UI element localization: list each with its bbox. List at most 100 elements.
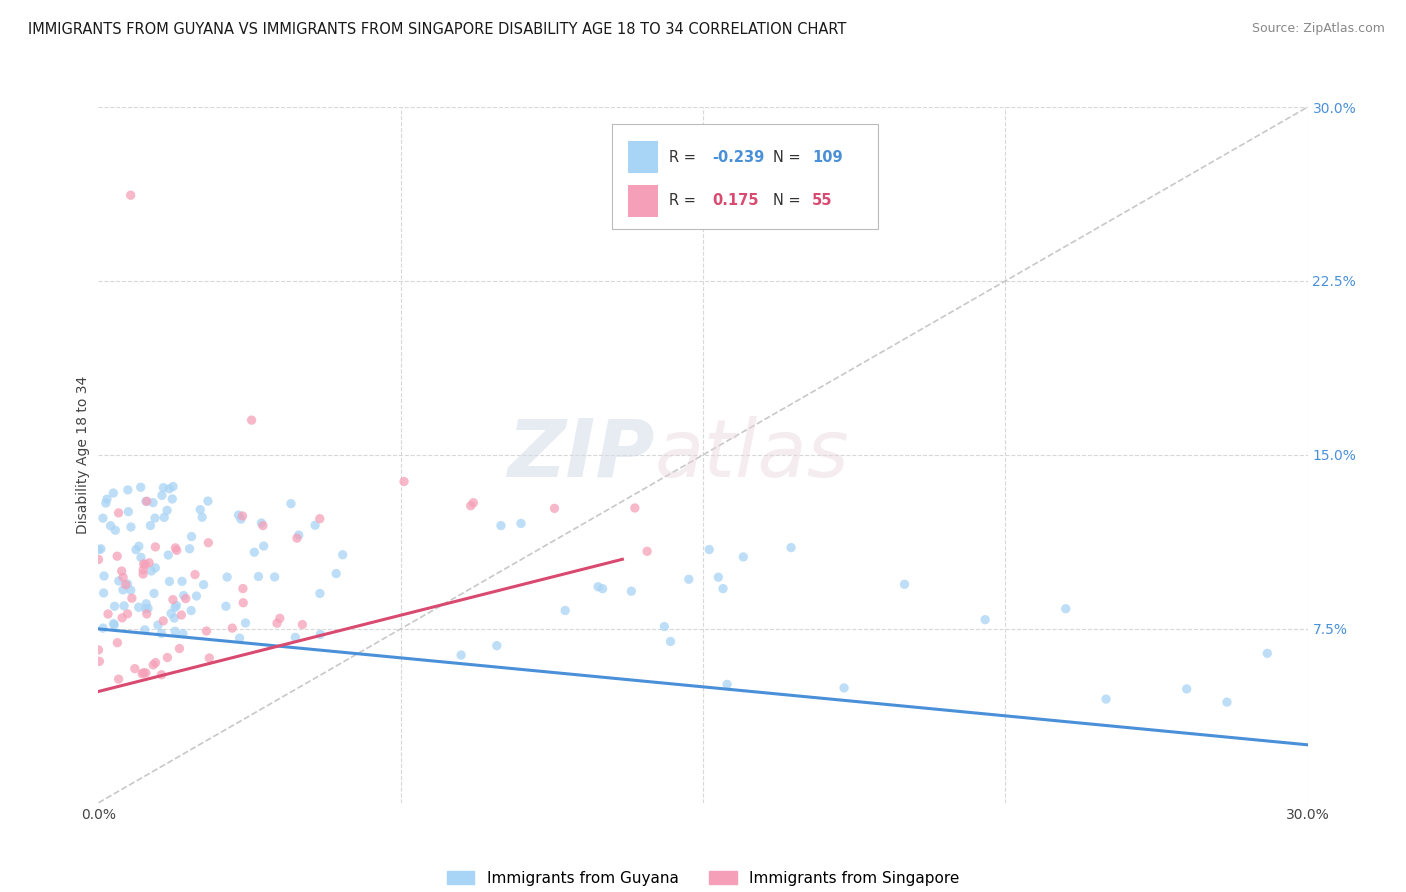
Point: [156, 650, 179, 665]
Point: [174, 591, 197, 606]
Point: [250, 516, 273, 530]
Point: [120, 188, 142, 202]
Bar: [628, 186, 658, 217]
Point: [87, 542, 110, 557]
Point: [87, 552, 110, 566]
Point: [125, 542, 148, 557]
Point: [120, 520, 142, 534]
Point: [159, 574, 181, 589]
Point: [132, 665, 155, 680]
Point: [94, 496, 117, 510]
Legend: Immigrants from Guyana, Immigrants from Singapore: Immigrants from Guyana, Immigrants from …: [447, 871, 959, 886]
Point: [128, 539, 150, 553]
Point: [240, 413, 263, 427]
Point: [1095, 692, 1118, 706]
Point: [304, 518, 326, 533]
Point: [636, 544, 658, 558]
Point: [107, 672, 129, 686]
Point: [117, 577, 139, 591]
Point: [112, 570, 135, 584]
Point: [554, 603, 576, 617]
Point: [111, 582, 134, 597]
Point: [485, 639, 508, 653]
Point: [117, 607, 139, 621]
Point: [103, 618, 125, 632]
Point: [146, 618, 169, 632]
Point: [229, 512, 252, 526]
Point: [309, 627, 332, 641]
Point: [269, 611, 291, 625]
Point: [172, 626, 194, 640]
Y-axis label: Disability Age 18 to 34: Disability Age 18 to 34: [76, 376, 90, 534]
Point: [150, 626, 173, 640]
Point: [308, 512, 330, 526]
Point: [460, 499, 482, 513]
Point: [173, 589, 195, 603]
Point: [135, 597, 157, 611]
Point: [221, 621, 243, 635]
Point: [162, 592, 184, 607]
Point: [1175, 681, 1198, 696]
Point: [152, 614, 174, 628]
Point: [157, 548, 180, 562]
Text: R =: R =: [669, 150, 700, 165]
Text: ZIP: ZIP: [508, 416, 655, 494]
Point: [654, 619, 676, 633]
Point: [780, 541, 803, 555]
Point: [707, 570, 730, 584]
Point: [97, 607, 120, 621]
Point: [586, 580, 609, 594]
Point: [1256, 646, 1278, 660]
Point: [153, 510, 176, 524]
Point: [832, 681, 855, 695]
Point: [143, 586, 166, 600]
Point: [111, 611, 134, 625]
Point: [733, 549, 755, 564]
Point: [198, 651, 221, 665]
Point: [134, 558, 156, 572]
Point: [105, 549, 128, 564]
Text: N =: N =: [773, 194, 806, 209]
Point: [163, 611, 186, 625]
Point: [197, 494, 219, 508]
Point: [217, 570, 239, 584]
Point: [120, 583, 142, 598]
Point: [129, 550, 152, 565]
Point: [284, 631, 307, 645]
Point: [135, 494, 157, 508]
Point: [128, 600, 150, 615]
Text: 109: 109: [811, 150, 842, 165]
Point: [150, 488, 173, 502]
Point: [134, 623, 156, 637]
Point: [143, 511, 166, 525]
Point: [157, 482, 180, 496]
Point: [170, 607, 193, 622]
Point: [145, 540, 167, 554]
Point: [93, 569, 115, 583]
Point: [135, 601, 157, 615]
Point: [188, 502, 211, 516]
Point: [624, 500, 647, 515]
Point: [191, 510, 214, 524]
Point: [247, 569, 270, 583]
Point: [592, 582, 614, 596]
Point: [104, 523, 127, 537]
Point: [138, 556, 160, 570]
Text: N =: N =: [773, 150, 806, 165]
Point: [309, 586, 332, 600]
Point: [510, 516, 533, 531]
Point: [285, 531, 308, 545]
Point: [287, 528, 309, 542]
Point: [186, 589, 208, 603]
Point: [243, 545, 266, 559]
Point: [91, 621, 114, 635]
Point: [132, 566, 155, 581]
Text: atlas: atlas: [655, 416, 849, 494]
Point: [197, 535, 219, 549]
Point: [678, 572, 700, 586]
Point: [169, 641, 191, 656]
Point: [232, 596, 254, 610]
Point: [142, 496, 165, 510]
Point: [91, 511, 114, 525]
Point: [156, 503, 179, 517]
